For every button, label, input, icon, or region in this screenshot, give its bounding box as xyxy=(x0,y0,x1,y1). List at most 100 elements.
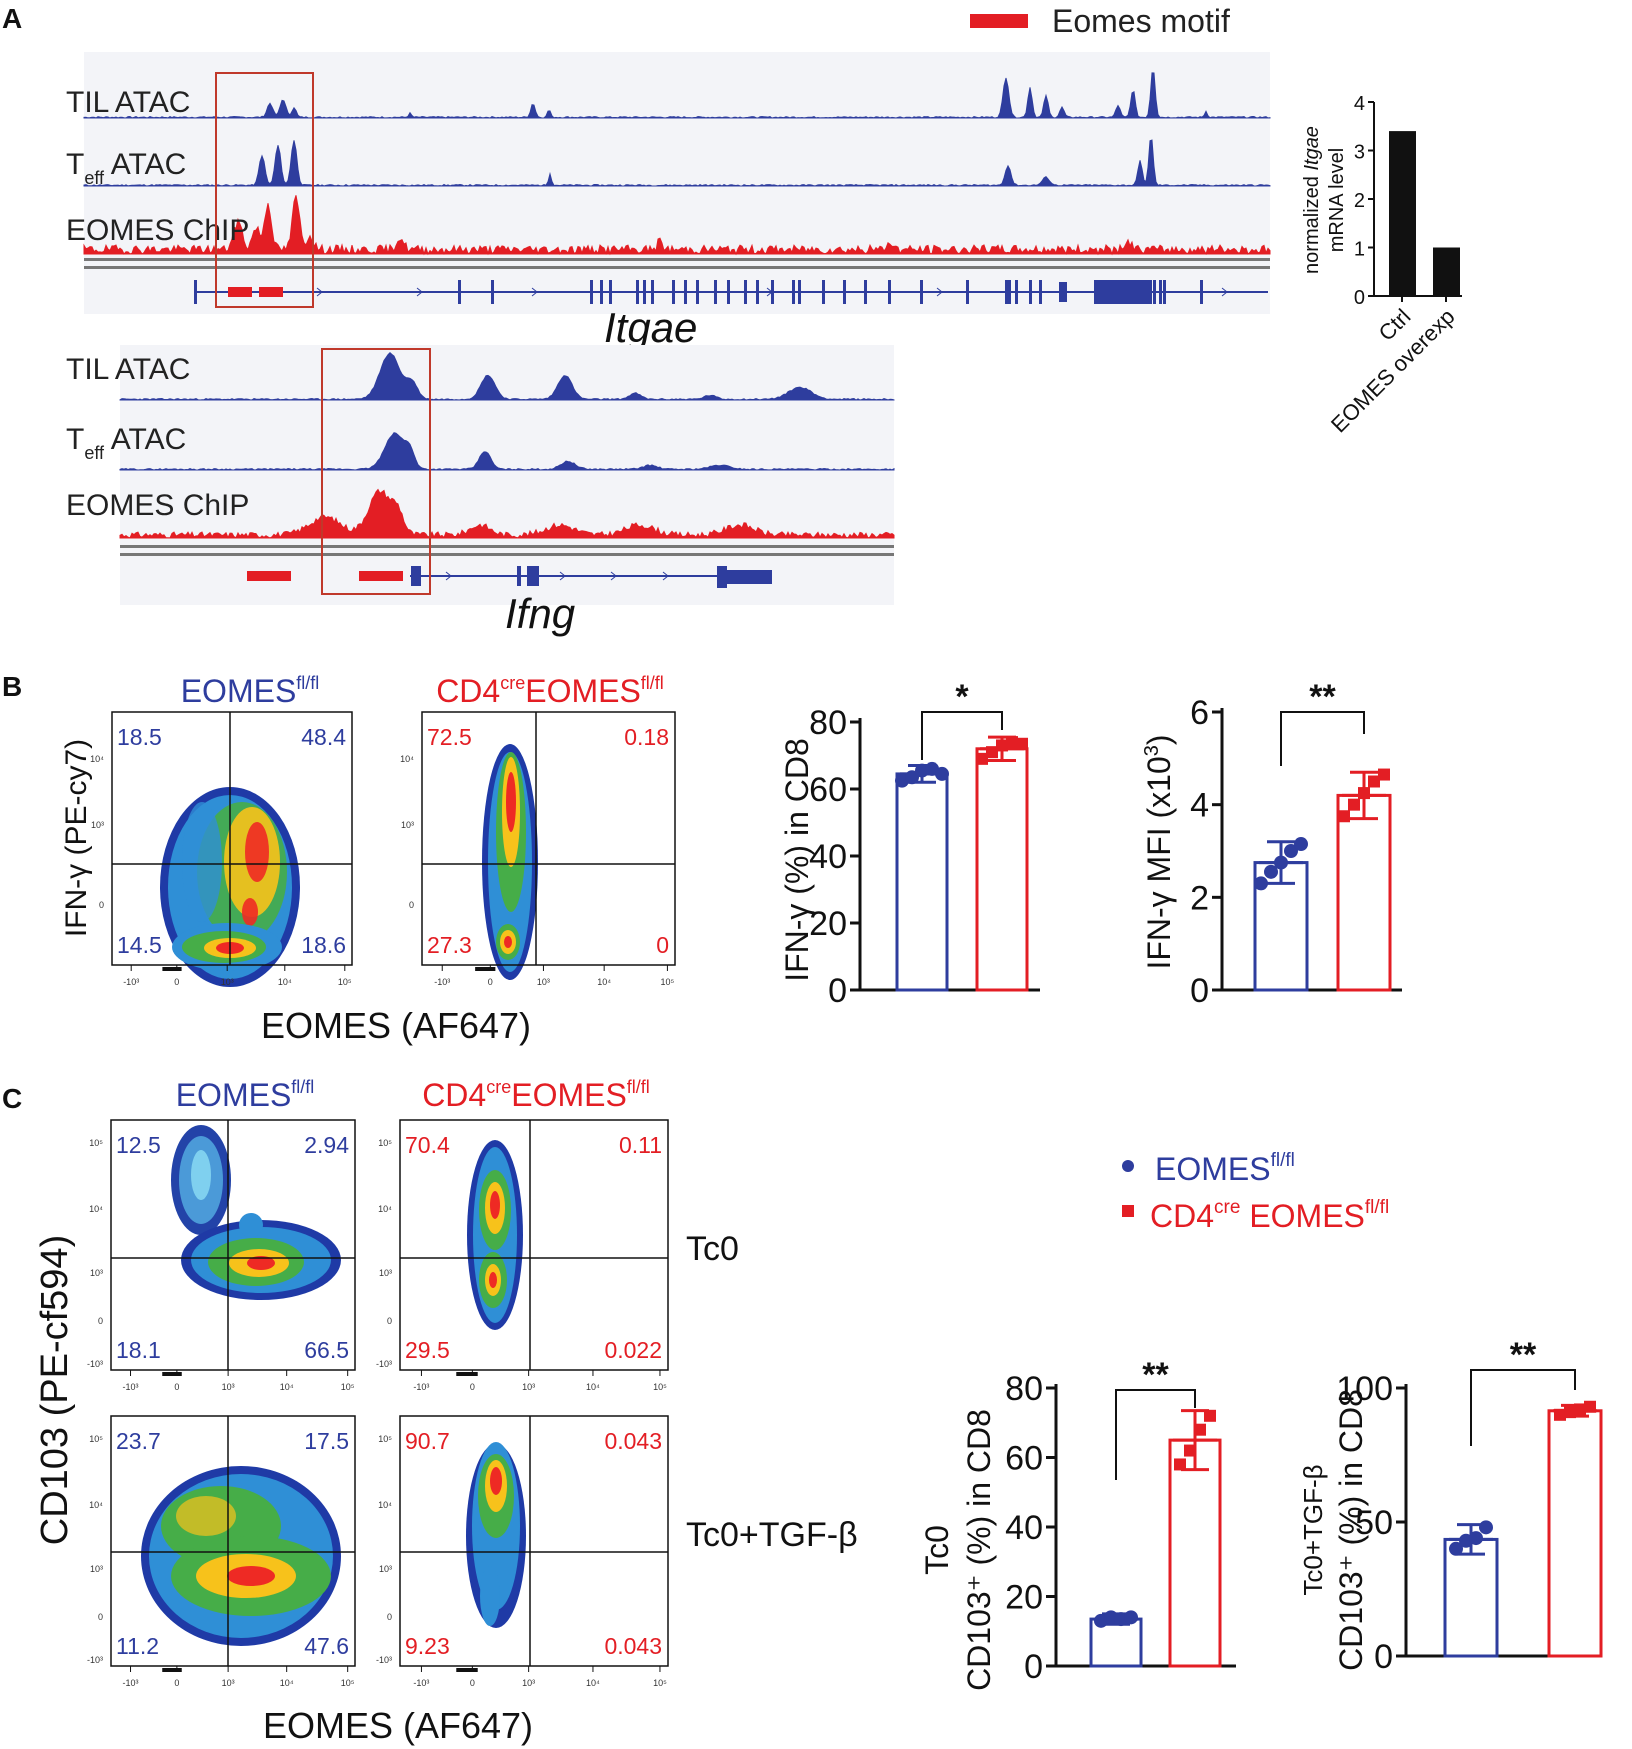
itgae-exon xyxy=(1159,280,1162,304)
data-point-circle xyxy=(1124,1610,1138,1625)
x-tick-label: 10⁴ xyxy=(586,1382,600,1392)
y-tick-label: 40 xyxy=(1005,1509,1043,1547)
data-point-square xyxy=(1554,1408,1566,1421)
bar-cd4cre-eomes xyxy=(1168,1438,1222,1668)
bar-eomes-flfl xyxy=(1443,1537,1499,1658)
bar-cd4cre-eomes xyxy=(1336,793,1392,992)
panel-b-letter: B xyxy=(2,671,22,702)
quadrant-ul: 72.5 xyxy=(427,724,472,750)
itgae-exon xyxy=(672,280,675,304)
itgae-strand-arrow xyxy=(531,287,538,297)
y-tick-label: 60 xyxy=(809,771,847,809)
y-axis-label-top: Tc0 xyxy=(919,1525,955,1575)
y-axis-label: IFN-γ MFI (x103) xyxy=(1141,734,1177,969)
itgae-divider-2 xyxy=(84,266,1270,269)
itgae-track-label-chip: EOMES ChIP xyxy=(66,214,249,247)
legend-label-eomes: EOMESfl/fl xyxy=(1155,1150,1295,1187)
eomes-motif-legend-swatch xyxy=(970,14,1028,28)
y-axis-label-sup: 3 xyxy=(1141,745,1163,756)
significance-stars: ** xyxy=(1510,1336,1537,1374)
significance-bracket xyxy=(921,711,1003,760)
title-superscript-cre: cre xyxy=(486,1077,511,1097)
y-tick-label: 0 xyxy=(99,900,104,910)
y-tick-label: 20 xyxy=(809,905,847,943)
x-tick-label: 10⁵ xyxy=(341,1678,355,1688)
x-tick-label: 10³ xyxy=(537,977,550,987)
x-tick-label: 10⁴ xyxy=(597,977,611,987)
itgae-exon xyxy=(1039,280,1042,304)
bar-cd4cre-eomes xyxy=(1547,1409,1603,1658)
title-superscript-cre: cre xyxy=(500,673,525,693)
x-tick-label: -10³ xyxy=(413,1678,429,1688)
significance-stars: * xyxy=(955,678,969,716)
y-tick-label: 3 xyxy=(1354,142,1365,164)
density-cloud xyxy=(504,936,512,948)
itgae-divider xyxy=(84,258,1270,261)
quadrant-ul: 90.7 xyxy=(405,1428,450,1454)
plot-frame xyxy=(421,711,676,966)
itgae-gene-model xyxy=(194,280,1268,304)
ifng-background xyxy=(120,345,894,605)
ifng-divider-2 xyxy=(120,553,894,556)
ifng-strand-arrow xyxy=(662,571,669,581)
ifng-exon xyxy=(517,566,521,586)
itgae-strand-arrow xyxy=(766,287,773,297)
title-superscript-flfl: fl/fl xyxy=(627,1077,650,1097)
quadrant-ur: 0.11 xyxy=(619,1132,662,1158)
quadrant-lr: 18.6 xyxy=(301,932,346,958)
y-axis-label-gene: Itgae xyxy=(1301,126,1323,170)
ifng-motif-2 xyxy=(359,571,403,581)
itgae-utr xyxy=(1059,282,1067,302)
itgae-exon xyxy=(1029,280,1032,304)
group-title: EOMESfl/fl xyxy=(181,673,320,709)
itgae-motif-1 xyxy=(228,287,252,297)
ifng-strand-arrow xyxy=(559,571,566,581)
x-tick-cluster xyxy=(162,967,182,971)
y-tick-label: 6 xyxy=(1190,694,1209,732)
data-point-square xyxy=(1204,1409,1216,1422)
flow-plot: 12.5 2.94 18.1 66.5 10⁵ 10⁴ 10³ 0 -10³ -10³ 0 10³ 10… xyxy=(87,1119,356,1392)
x-tick-label: 0 xyxy=(174,1382,179,1392)
ifng-track-label-til: TIL ATAC xyxy=(66,353,190,386)
y-tick-label: 20 xyxy=(1005,1579,1043,1617)
quadrant-ll: 27.3 xyxy=(427,932,472,958)
group-title: EOMESfl/fl xyxy=(176,1077,315,1113)
x-tick-label: 0 xyxy=(174,1678,179,1688)
y-axis-label: normalized Itgae xyxy=(1301,126,1323,274)
y-tick-label: 10⁴ xyxy=(89,1500,103,1510)
x-tick-label: 10⁵ xyxy=(661,977,675,987)
title-main: EOMES xyxy=(511,1077,627,1113)
data-point-circle xyxy=(1264,864,1278,879)
ifng-gene-model xyxy=(410,566,772,588)
plot-frame xyxy=(110,1415,356,1667)
plot-frame xyxy=(111,711,353,966)
data-point-circle xyxy=(935,766,949,781)
x-tick-label: -10³ xyxy=(434,977,450,987)
x-tick-label: 10⁴ xyxy=(280,1382,294,1392)
itgae-exon xyxy=(888,280,891,304)
ifng-divider xyxy=(120,545,894,548)
itgae-track-label-teff: Teff ATAC xyxy=(66,148,186,188)
y-tick-label: -10³ xyxy=(87,1655,103,1665)
ifng-utr xyxy=(727,570,772,584)
x-tick-label: 10⁵ xyxy=(338,977,352,987)
y-tick-label: 10⁴ xyxy=(400,754,414,764)
y-tick-label: 0 xyxy=(409,900,414,910)
y-tick-label: -10³ xyxy=(87,1359,103,1369)
ifng-highlight-box xyxy=(321,348,431,595)
x-tick-label: -10³ xyxy=(123,977,139,987)
y-tick-label: 4 xyxy=(1190,787,1209,825)
itgae-gene-name: Itgae xyxy=(604,304,697,351)
ifng-track-label-chip: EOMES ChIP xyxy=(66,489,249,522)
y-tick-label: 10³ xyxy=(91,820,104,830)
data-point-circle xyxy=(1274,855,1288,870)
quadrant-ll: 29.5 xyxy=(405,1337,450,1363)
itgae-exon xyxy=(714,280,717,304)
y-tick-label: 60 xyxy=(1005,1440,1043,1478)
y-tick-label: 40 xyxy=(809,838,847,876)
itgae-exon xyxy=(1200,280,1203,304)
x-tick-cluster xyxy=(475,967,496,971)
y-tick-label: 10³ xyxy=(379,1268,392,1278)
